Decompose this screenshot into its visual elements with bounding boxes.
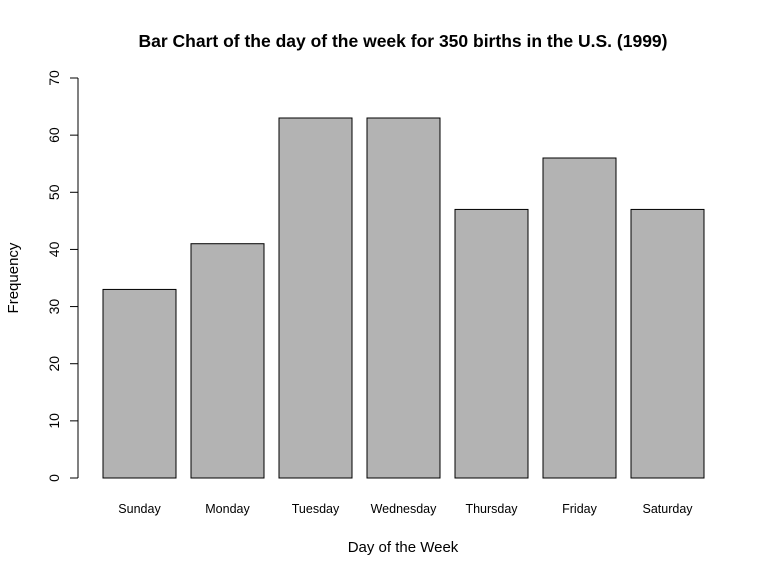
y-tick-label: 40: [46, 241, 62, 257]
category-label-saturday: Saturday: [642, 502, 693, 516]
category-labels: Sunday Monday Tuesday Wednesday Thursday Frid…: [118, 502, 693, 516]
y-tick-label: 0: [46, 474, 62, 482]
bar-monday: [190, 243, 265, 479]
category-label-monday: Monday: [205, 502, 250, 516]
bars: [102, 117, 705, 479]
y-tick-label: 10: [46, 413, 62, 429]
bar-thursday: [454, 208, 529, 479]
bar-friday: [542, 157, 617, 479]
x-axis-label: Day of the Week: [348, 539, 459, 556]
y-tick-label: 70: [46, 70, 62, 86]
chart-title: Bar Chart of the day of the week for 350…: [138, 31, 667, 51]
bar-sunday: [102, 288, 177, 479]
y-tick-label: 60: [46, 127, 62, 143]
y-axis: 0 10 20 30 40 50 60 70: [46, 70, 79, 482]
y-axis-label: Frequency: [5, 242, 22, 313]
y-tick-label: 20: [46, 356, 62, 372]
bar-wednesday: [366, 117, 441, 479]
y-tick-label: 30: [46, 299, 62, 315]
category-label-thursday: Thursday: [465, 502, 518, 516]
category-label-friday: Friday: [562, 502, 597, 516]
bar-saturday: [630, 208, 705, 479]
category-label-wednesday: Wednesday: [371, 502, 438, 516]
category-label-tuesday: Tuesday: [292, 502, 340, 516]
category-label-sunday: Sunday: [118, 502, 161, 516]
y-tick-label: 50: [46, 184, 62, 200]
bar-tuesday: [278, 117, 353, 479]
